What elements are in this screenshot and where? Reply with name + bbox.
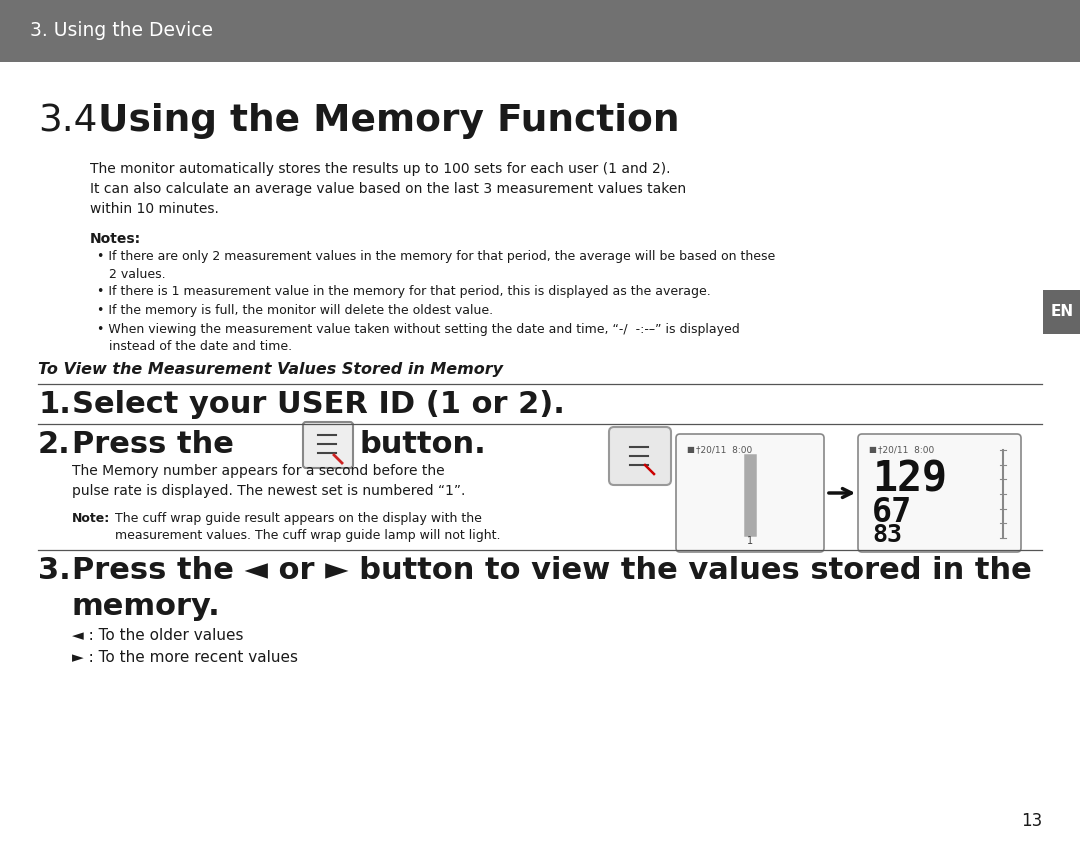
- Text: ► : To the more recent values: ► : To the more recent values: [72, 650, 298, 665]
- Text: • When viewing the measurement value taken without setting the date and time, “-: • When viewing the measurement value tak…: [97, 323, 740, 353]
- Text: Using the Memory Function: Using the Memory Function: [98, 103, 679, 139]
- Bar: [0, 0, 1080, 62]
- FancyBboxPatch shape: [858, 434, 1021, 552]
- FancyBboxPatch shape: [676, 434, 824, 552]
- Text: EN: EN: [1051, 305, 1074, 319]
- Text: ◄ : To the older values: ◄ : To the older values: [72, 628, 243, 643]
- Text: The cuff wrap guide result appears on the display with the
measurement values. T: The cuff wrap guide result appears on th…: [114, 512, 500, 542]
- Text: To View the Measurement Values Stored in Memory: To View the Measurement Values Stored in…: [38, 362, 503, 377]
- Text: The Memory number appears for a second before the
pulse rate is displayed. The n: The Memory number appears for a second b…: [72, 464, 465, 498]
- FancyBboxPatch shape: [303, 422, 353, 468]
- Text: 67: 67: [872, 496, 913, 529]
- Text: • If there are only 2 measurement values in the memory for that period, the aver: • If there are only 2 measurement values…: [97, 250, 775, 281]
- Text: 1: 1: [747, 536, 753, 546]
- Text: 3.: 3.: [38, 556, 71, 585]
- Text: 129: 129: [872, 458, 947, 500]
- Text: • If there is 1 measurement value in the memory for that period, this is display: • If there is 1 measurement value in the…: [97, 285, 711, 298]
- Text: Press the ◄ or ► button to view the values stored in the
memory.: Press the ◄ or ► button to view the valu…: [72, 556, 1031, 621]
- Text: • If the memory is full, the monitor will delete the oldest value.: • If the memory is full, the monitor wil…: [97, 304, 494, 317]
- Text: button.: button.: [360, 430, 487, 459]
- Text: Notes:: Notes:: [90, 232, 141, 246]
- Text: ■: ■: [686, 445, 693, 454]
- Bar: [1043, 290, 1080, 334]
- Text: Note:: Note:: [72, 512, 110, 525]
- Text: 83: 83: [872, 523, 902, 547]
- FancyBboxPatch shape: [609, 427, 671, 485]
- Text: 1.: 1.: [38, 390, 71, 419]
- Text: Select your USER ID (1 or 2).: Select your USER ID (1 or 2).: [72, 390, 565, 419]
- Text: 3. Using the Device: 3. Using the Device: [30, 21, 213, 41]
- Text: Press the: Press the: [72, 430, 234, 459]
- Text: 2.: 2.: [38, 430, 71, 459]
- Text: †20/11  8:00: †20/11 8:00: [878, 445, 934, 454]
- Text: ■: ■: [868, 445, 876, 454]
- Text: †20/11  8:00: †20/11 8:00: [696, 445, 753, 454]
- Text: The monitor automatically stores the results up to 100 sets for each user (1 and: The monitor automatically stores the res…: [90, 162, 686, 216]
- Text: 3.4: 3.4: [38, 103, 97, 139]
- Text: 13: 13: [1021, 812, 1042, 830]
